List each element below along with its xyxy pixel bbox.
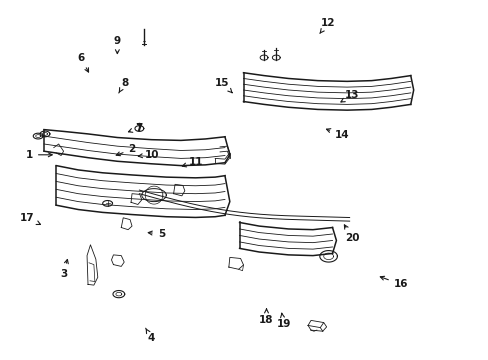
- Text: 12: 12: [319, 18, 334, 33]
- Text: 17: 17: [20, 213, 41, 225]
- Text: 9: 9: [114, 36, 121, 54]
- Text: 18: 18: [259, 309, 273, 325]
- Text: 14: 14: [326, 129, 349, 140]
- Text: 13: 13: [340, 90, 359, 102]
- Text: 7: 7: [128, 123, 143, 133]
- Text: 16: 16: [380, 276, 407, 289]
- Text: 10: 10: [138, 150, 159, 160]
- Text: 11: 11: [182, 157, 203, 167]
- Text: 3: 3: [60, 260, 68, 279]
- Text: 6: 6: [77, 53, 88, 72]
- Text: 20: 20: [344, 225, 359, 243]
- Text: 19: 19: [276, 313, 290, 329]
- Text: 1: 1: [26, 150, 52, 160]
- Text: 8: 8: [119, 78, 128, 93]
- Text: 5: 5: [148, 229, 164, 239]
- Text: 2: 2: [116, 144, 135, 156]
- Text: 4: 4: [145, 328, 155, 343]
- Text: 15: 15: [215, 78, 232, 93]
